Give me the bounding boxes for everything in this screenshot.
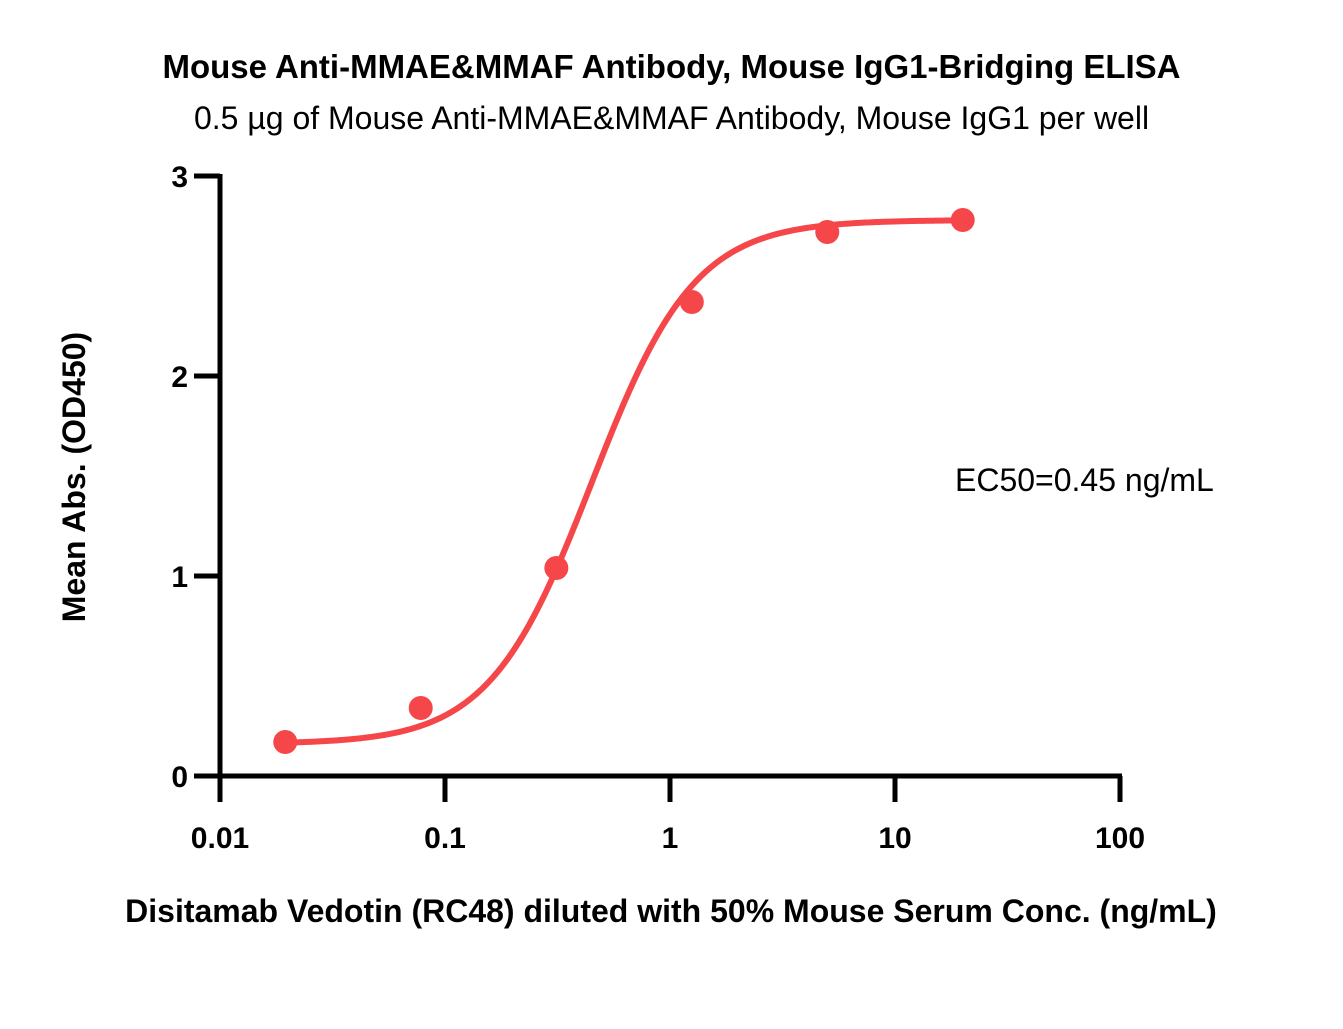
fit-curve bbox=[282, 217, 966, 746]
data-point bbox=[679, 290, 704, 314]
x-tick-label: 0.1 bbox=[424, 822, 466, 855]
data-point bbox=[273, 730, 298, 754]
chart-title: Mouse Anti-MMAE&MMAF Antibody, Mouse IgG… bbox=[162, 48, 1181, 85]
data-points bbox=[273, 208, 975, 754]
y-axis-title: Mean Abs. (OD450) bbox=[56, 332, 92, 622]
chart-subtitle: 0.5 µg of Mouse Anti-MMAE&MMAF Antibody,… bbox=[193, 100, 1150, 136]
axes: 0 1 2 3 0.01 0.1 1 10 100 bbox=[171, 161, 1145, 855]
data-point bbox=[544, 556, 569, 580]
y-tick-label: 3 bbox=[171, 161, 188, 194]
fit-curve-group bbox=[282, 217, 966, 746]
data-point bbox=[815, 220, 840, 244]
x-tick-label: 1 bbox=[662, 822, 679, 855]
x-axis-title: Disitamab Vedotin (RC48) diluted with 50… bbox=[125, 893, 1217, 929]
ec50-annotation: EC50=0.45 ng/mL bbox=[955, 462, 1214, 498]
data-point bbox=[408, 696, 433, 720]
x-tick-label: 100 bbox=[1095, 822, 1145, 855]
y-tick-label: 0 bbox=[171, 761, 188, 794]
y-tick-label: 1 bbox=[171, 561, 188, 594]
y-tick-label: 2 bbox=[171, 361, 188, 394]
data-point bbox=[950, 208, 975, 232]
x-tick-label: 10 bbox=[878, 822, 911, 855]
x-tick-label: 0.01 bbox=[191, 822, 249, 855]
